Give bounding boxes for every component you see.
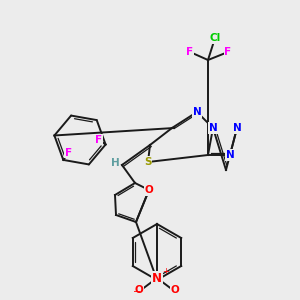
Text: +: + [162, 267, 169, 276]
Text: O: O [145, 185, 153, 195]
Text: F: F [95, 134, 102, 145]
Text: N: N [193, 107, 201, 117]
Text: O: O [171, 285, 179, 295]
Text: N: N [152, 272, 162, 284]
Text: F: F [186, 47, 194, 57]
Text: F: F [224, 47, 232, 57]
Text: N: N [208, 123, 217, 133]
Text: S: S [144, 157, 152, 167]
Text: N: N [226, 150, 234, 160]
Text: H: H [111, 158, 119, 168]
Text: F: F [65, 148, 72, 158]
Text: Cl: Cl [209, 33, 220, 43]
Text: O: O [135, 285, 143, 295]
Text: N: N [232, 123, 242, 133]
Text: −: − [133, 287, 141, 297]
